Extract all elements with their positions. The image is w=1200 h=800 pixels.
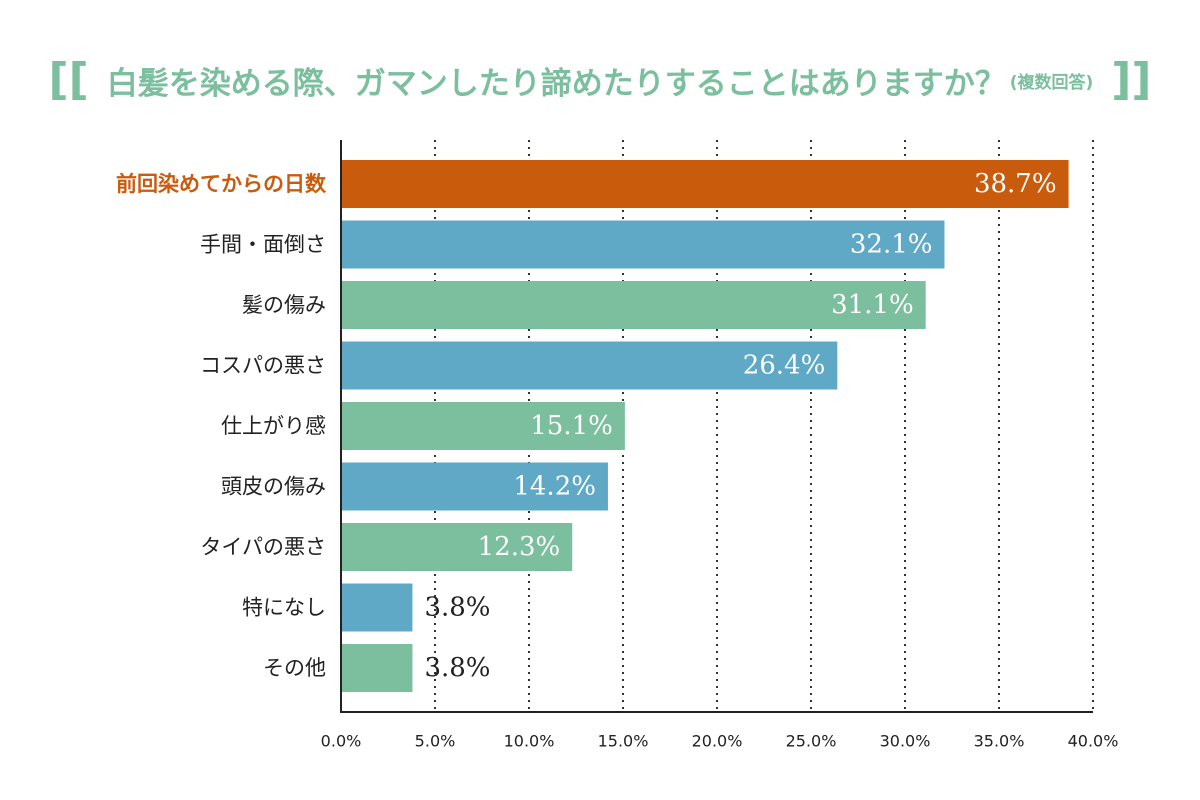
- title-left-bracket: [[: [48, 54, 89, 105]
- value-label: 3.8%: [424, 653, 490, 683]
- bar: [341, 583, 413, 632]
- value-label: 38.7%: [974, 169, 1057, 199]
- value-label: 32.1%: [850, 230, 933, 260]
- x-tick-label: 15.0%: [598, 732, 649, 751]
- category-label: 特になし: [242, 596, 326, 620]
- bar: [341, 281, 926, 329]
- bar: [341, 160, 1069, 208]
- category-label: 前回染めてからの日数: [116, 172, 327, 196]
- category-label: 髪の傷み: [242, 293, 326, 317]
- bar: [341, 341, 838, 390]
- category-label: 頭皮の傷み: [221, 475, 326, 499]
- bar: [341, 462, 608, 511]
- x-tick-label: 25.0%: [786, 732, 837, 751]
- bar: [341, 523, 573, 571]
- x-tick-label: 0.0%: [321, 732, 362, 751]
- category-label: タイパの悪さ: [200, 535, 326, 559]
- bar: [341, 644, 413, 692]
- value-label: 14.2%: [513, 472, 596, 502]
- title-right-bracket: ]]: [1111, 54, 1152, 105]
- x-tick-label: 30.0%: [880, 732, 931, 751]
- x-tick-label: 5.0%: [415, 732, 456, 751]
- x-tick-label: 40.0%: [1068, 732, 1119, 751]
- category-label: その他: [263, 656, 326, 680]
- bar: [341, 402, 625, 450]
- category-label: コスパの悪さ: [200, 354, 326, 378]
- value-label: 31.1%: [831, 290, 914, 320]
- x-tick-label: 10.0%: [504, 732, 555, 751]
- value-label: 15.1%: [530, 411, 613, 441]
- value-label: 26.4%: [743, 351, 826, 381]
- value-label: 12.3%: [478, 532, 561, 562]
- title-sub-text: (複数回答): [1009, 72, 1094, 93]
- bar: [341, 220, 945, 269]
- x-tick-label: 20.0%: [692, 732, 743, 751]
- value-label: 3.8%: [424, 593, 490, 623]
- x-tick-label: 35.0%: [974, 732, 1025, 751]
- category-label: 手間・面倒さ: [200, 233, 326, 257]
- title-main-text: 白髪を染める際、ガマンしたり諦めたりすることはありますか？: [106, 65, 1006, 102]
- chart-title: [[ 白髪を染める際、ガマンしたり諦めたりすることはありますか？ (複数回答) …: [48, 48, 1152, 112]
- category-label: 仕上がり感: [221, 414, 326, 438]
